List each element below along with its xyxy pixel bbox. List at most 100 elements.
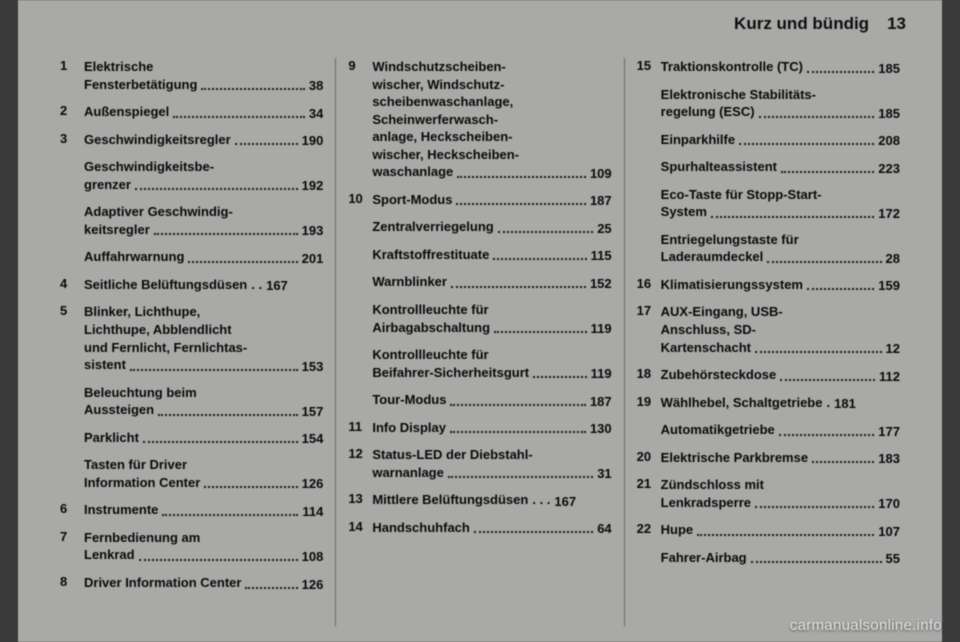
entry-label-line: Status-LED der Diebstahl- bbox=[372, 446, 611, 464]
entry-number: 3 bbox=[60, 131, 84, 146]
entry-last-row: Automatikgetriebe177 bbox=[661, 421, 900, 439]
leader-dots bbox=[498, 223, 593, 233]
entry-number: 15 bbox=[637, 58, 661, 73]
entry-label: Parklicht bbox=[84, 429, 139, 447]
entry-page: 153 bbox=[302, 359, 324, 374]
entry-label: System bbox=[661, 203, 707, 221]
entry-label: regelung (ESC) bbox=[661, 103, 755, 121]
entry-label: Lenkrad bbox=[84, 546, 135, 564]
entry-number: 8 bbox=[60, 574, 84, 589]
entry-body: Instrumente114 bbox=[84, 501, 323, 519]
entry-body: ElektrischeFensterbetätigung38 bbox=[84, 58, 323, 93]
entry-number: 18 bbox=[637, 366, 661, 381]
entry-label: Geschwindigkeitsregler bbox=[84, 131, 231, 149]
entry-label: Kartenschacht bbox=[661, 339, 751, 357]
toc-entry: Tasten für DriverInformation Center126 bbox=[60, 456, 323, 491]
entry-last-row: Handschuhfach64 bbox=[372, 519, 611, 537]
entry-body: Zentralverriegelung25 bbox=[372, 218, 611, 236]
toc-entry: 4Seitliche Belüftungsdüsen . . 167 bbox=[60, 276, 323, 294]
entry-label-line: Kontrollleuchte für bbox=[372, 346, 611, 364]
entry-page: 130 bbox=[590, 421, 612, 436]
entry-body: Hupe107 bbox=[661, 521, 900, 539]
entry-page: 172 bbox=[878, 206, 900, 221]
entry-label: Driver Information Center bbox=[84, 574, 241, 592]
entry-label: Auffahrwarnung bbox=[84, 248, 184, 266]
entry-number: 16 bbox=[637, 276, 661, 291]
entry-label-line: Beleuchtung beim bbox=[84, 384, 323, 402]
entry-page: 107 bbox=[878, 524, 900, 539]
entry-label: Spurhalteassistent bbox=[661, 158, 777, 176]
entry-label: Fahrer-Airbag bbox=[661, 549, 747, 567]
entry-body: Zubehörsteckdose112 bbox=[661, 366, 900, 384]
entry-body: Auffahrwarnung 201 bbox=[84, 248, 323, 266]
leader-dots bbox=[188, 253, 297, 263]
entry-body: Fahrer-Airbag 55 bbox=[661, 549, 900, 567]
toc-entry: 17AUX-Eingang, USB-Anschluss, SD-Kartens… bbox=[637, 303, 900, 356]
entry-page: 55 bbox=[886, 551, 900, 566]
entry-body: Einparkhilfe 208 bbox=[661, 131, 900, 149]
entry-body: Blinker, Lichthupe,Lichthupe, Abblendlic… bbox=[84, 303, 323, 373]
entry-page: 159 bbox=[878, 278, 900, 293]
entry-number: 9 bbox=[348, 58, 372, 73]
entry-number: 7 bbox=[60, 529, 84, 544]
entry-page: 112 bbox=[879, 369, 900, 384]
entry-page: 201 bbox=[302, 251, 324, 266]
entry-page: 34 bbox=[309, 106, 323, 121]
entry-page: 208 bbox=[878, 133, 900, 148]
leader-dots bbox=[450, 423, 586, 433]
entry-page: 126 bbox=[302, 577, 324, 592]
toc-entry: 3Geschwindigkeitsregler190 bbox=[60, 131, 323, 149]
entry-number: 5 bbox=[60, 303, 84, 318]
entry-body: Info Display 130 bbox=[372, 419, 611, 437]
entry-label: Info Display bbox=[372, 419, 446, 437]
entry-sep: . . . bbox=[532, 491, 550, 509]
entry-page: 183 bbox=[878, 451, 900, 466]
leader-dots bbox=[457, 168, 586, 178]
toc-entry: 18Zubehörsteckdose112 bbox=[637, 366, 900, 384]
toc-entry: 8Driver Information Center 126 bbox=[60, 574, 323, 592]
entry-sep: . . bbox=[251, 276, 262, 294]
toc-entry: Elektronische Stabilitäts-regelung (ESC)… bbox=[637, 86, 900, 121]
column-2: 9Windschutzscheiben-wischer, Windschutz-… bbox=[338, 58, 621, 626]
entry-label-line: Blinker, Lichthupe, bbox=[84, 303, 323, 321]
entry-last-row: Parklicht154 bbox=[84, 429, 323, 447]
entry-last-row: Airbagabschaltung119 bbox=[372, 319, 611, 337]
leader-dots bbox=[235, 135, 298, 145]
entry-body: Status-LED der Diebstahl-warnanlage31 bbox=[372, 446, 611, 481]
leader-dots bbox=[173, 108, 305, 118]
toc-entry: Kontrollleuchte fürBeifahrer-Sicherheits… bbox=[348, 346, 611, 381]
leader-dots bbox=[780, 371, 875, 381]
entry-label: Lenkradsperre bbox=[661, 494, 751, 512]
leader-dots bbox=[448, 468, 593, 478]
entry-number: 1 bbox=[60, 58, 84, 73]
entry-number: 6 bbox=[60, 501, 84, 516]
entry-label: sistent bbox=[84, 356, 126, 374]
entry-page: 12 bbox=[886, 341, 900, 356]
toc-entry: 2Außenspiegel34 bbox=[60, 103, 323, 121]
entry-page: 152 bbox=[590, 276, 612, 291]
leader-dots bbox=[474, 523, 593, 533]
toc-entry: Kontrollleuchte fürAirbagabschaltung119 bbox=[348, 301, 611, 336]
entry-page: 177 bbox=[878, 424, 900, 439]
leader-dots bbox=[201, 80, 304, 90]
leader-dots bbox=[130, 361, 298, 371]
leader-dots bbox=[139, 551, 298, 561]
entry-label: Kraftstoffrestituate bbox=[372, 246, 489, 264]
entry-last-row: Info Display 130 bbox=[372, 419, 611, 437]
entry-body: Handschuhfach64 bbox=[372, 519, 611, 537]
entry-label-line: Adaptiver Geschwindig- bbox=[84, 203, 323, 221]
entry-label: Einparkhilfe bbox=[661, 131, 735, 149]
entry-label-line: Zündschloss mit bbox=[661, 476, 900, 494]
entry-number: 11 bbox=[348, 419, 372, 434]
entry-body: Elektrische Parkbremse183 bbox=[661, 449, 900, 467]
toc-entry: Fahrer-Airbag 55 bbox=[637, 549, 900, 567]
leader-dots bbox=[158, 406, 298, 416]
entry-number: 19 bbox=[637, 394, 661, 409]
entry-last-row: Klimatisierungssystem159 bbox=[661, 276, 900, 294]
toc-entry: 1ElektrischeFensterbetätigung38 bbox=[60, 58, 323, 93]
leader-dots bbox=[456, 195, 585, 205]
entry-body: Mittlere Belüftungsdüsen . . . 167 bbox=[372, 491, 611, 509]
entry-label-line: und Fernlicht, Fernlichtas- bbox=[84, 339, 323, 357]
entry-label: Wählhebel, Schaltgetriebe bbox=[661, 394, 823, 412]
leader-dots bbox=[779, 426, 874, 436]
